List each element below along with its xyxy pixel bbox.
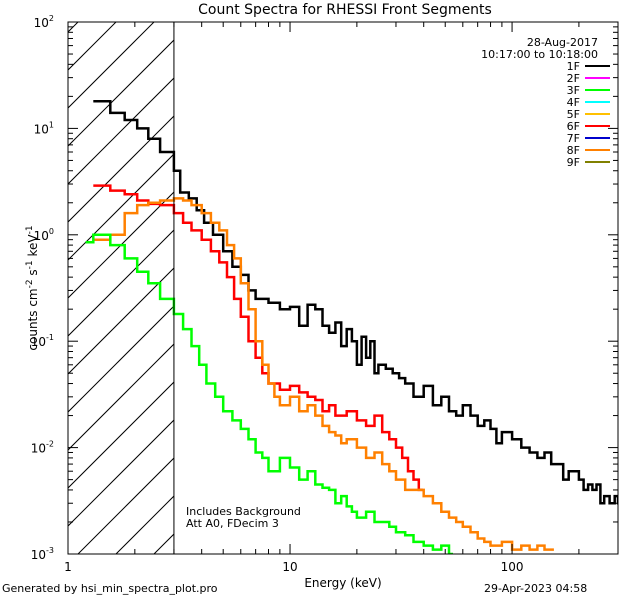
series-6F	[93, 184, 423, 492]
legend-label: 1F	[567, 60, 580, 73]
series-1F	[93, 99, 618, 505]
hatch-line	[68, 229, 174, 337]
hatch-line	[68, 191, 174, 299]
x-tick-label: 100	[501, 560, 524, 574]
x-tick-label: 10	[282, 560, 297, 574]
series-8F	[93, 197, 554, 551]
footer-timestamp: 29-Apr-2023 04:58	[484, 582, 588, 595]
footer-generated-by: Generated by hsi_min_spectra_plot.pro	[2, 582, 218, 595]
legend-label: 5F	[567, 108, 580, 121]
legend-label: 8F	[567, 144, 580, 157]
time-range-label: 10:17:00 to 10:18:00	[481, 48, 598, 61]
hatch-line	[68, 22, 79, 33]
hatch-line	[68, 343, 174, 451]
y-axis-label: counts cm-2 s-1 keV-1	[25, 225, 40, 350]
hatch-line	[68, 153, 174, 261]
hatch-line	[77, 457, 174, 554]
legend-label: 2F	[567, 72, 580, 85]
x-tick-label: 1	[64, 560, 72, 574]
x-axis-label: Energy (keV)	[304, 576, 381, 590]
legend-label: 9F	[567, 156, 580, 169]
annotation-background: Includes Background	[186, 505, 301, 518]
y-tick-label: 100	[34, 227, 54, 243]
legend-label: 3F	[567, 84, 580, 97]
hatch-region	[68, 22, 174, 554]
hatch-line	[68, 419, 174, 527]
series-group	[85, 99, 618, 554]
hatch-line	[68, 267, 174, 375]
y-tick-label: 10-1	[31, 333, 54, 349]
y-tick-label: 10-2	[31, 440, 54, 456]
hatch-line	[68, 39, 174, 147]
plot-frame	[67, 21, 619, 555]
date-label: 28-Aug-2017	[527, 36, 598, 49]
hatch-line	[68, 22, 155, 109]
hatch-line	[68, 381, 174, 489]
legend-label: 7F	[567, 132, 580, 145]
chart-title: Count Spectra for RHESSI Front Segments	[198, 2, 492, 18]
hatch-line	[115, 495, 174, 554]
legend-label: 6F	[567, 120, 580, 133]
y-tick-label: 101	[34, 120, 54, 136]
y-tick-label: 10-3	[31, 546, 54, 562]
hatch-line	[68, 77, 174, 185]
y-tick-label: 102	[34, 14, 54, 30]
axis-ticks: 1 10 100 10-3 10-2 10-1 100 101 102	[31, 14, 619, 574]
annotation-attenuator: Att A0, FDecim 3	[186, 517, 279, 530]
legend-label: 4F	[567, 96, 580, 109]
